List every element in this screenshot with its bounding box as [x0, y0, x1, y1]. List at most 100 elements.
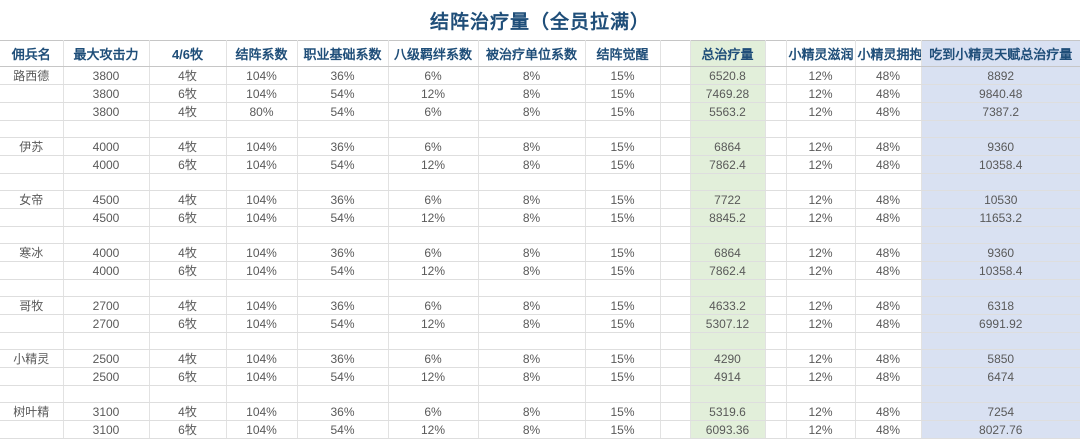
cell-priests[interactable]: 6牧 — [149, 261, 227, 280]
cell-mercenary-name[interactable]: 伊苏 — [0, 137, 64, 156]
cell-bond8_coef[interactable]: 12% — [388, 367, 479, 386]
cell-bond8_coef[interactable]: 12% — [388, 261, 479, 280]
cell-healed_unit_coef[interactable]: 8% — [478, 261, 586, 280]
cell-fairy_hug[interactable]: 48% — [855, 66, 922, 85]
cell-formation_coef[interactable]: 104% — [226, 84, 298, 103]
cell-formation_awaken[interactable]: 15% — [585, 190, 661, 209]
cell-fairy_total_heal[interactable]: 6991.92 — [921, 314, 1080, 333]
cell-spacer[interactable] — [660, 208, 691, 227]
cell-priests[interactable]: 4牧 — [149, 243, 227, 262]
cell-formation_awaken[interactable]: 15% — [585, 243, 661, 262]
cell-spacer[interactable] — [660, 173, 691, 191]
cell-spacer[interactable] — [765, 137, 787, 156]
cell-total_heal[interactable]: 6093.36 — [690, 420, 766, 439]
cell-formation_coef[interactable]: 104% — [226, 190, 298, 209]
cell-priests[interactable]: 4牧 — [149, 137, 227, 156]
cell-class_base_coef[interactable]: 54% — [297, 208, 389, 227]
cell-fairy_hug[interactable]: 48% — [855, 296, 922, 315]
cell-max_atk[interactable]: 2500 — [63, 349, 150, 368]
cell-formation_awaken[interactable]: 15% — [585, 66, 661, 85]
cell-priests[interactable]: 6牧 — [149, 314, 227, 333]
cell-spacer[interactable] — [660, 102, 691, 121]
cell-priests[interactable]: 6牧 — [149, 367, 227, 386]
cell-class_base_coef[interactable] — [297, 279, 389, 297]
cell-fairy_nourish[interactable] — [786, 120, 856, 138]
cell-class_base_coef[interactable]: 54% — [297, 420, 389, 439]
cell-spacer[interactable] — [765, 367, 787, 386]
cell-priests[interactable] — [149, 120, 227, 138]
cell-class_base_coef[interactable]: 54% — [297, 102, 389, 121]
cell-formation_awaken[interactable] — [585, 226, 661, 244]
cell-healed_unit_coef[interactable] — [478, 332, 586, 350]
cell-healed_unit_coef[interactable] — [478, 120, 586, 138]
cell-bond8_coef[interactable] — [388, 173, 479, 191]
cell-fairy_nourish[interactable]: 12% — [786, 349, 856, 368]
cell-spacer[interactable] — [660, 296, 691, 315]
cell-formation_coef[interactable] — [226, 120, 298, 138]
cell-formation_coef[interactable]: 104% — [226, 208, 298, 227]
cell-formation_awaken[interactable]: 15% — [585, 155, 661, 174]
cell-mercenary-name[interactable] — [0, 261, 64, 280]
cell-formation_awaken[interactable] — [585, 385, 661, 403]
cell-fairy_total_heal[interactable]: 8892 — [921, 66, 1080, 85]
cell-formation_coef[interactable]: 104% — [226, 367, 298, 386]
cell-fairy_nourish[interactable]: 12% — [786, 367, 856, 386]
cell-formation_coef[interactable]: 104% — [226, 349, 298, 368]
cell-spacer[interactable] — [765, 190, 787, 209]
cell-fairy_hug[interactable]: 48% — [855, 349, 922, 368]
cell-healed_unit_coef[interactable] — [478, 279, 586, 297]
cell-formation_awaken[interactable]: 15% — [585, 137, 661, 156]
cell-max_atk[interactable]: 2700 — [63, 314, 150, 333]
cell-max_atk[interactable]: 3800 — [63, 84, 150, 103]
cell-class_base_coef[interactable]: 36% — [297, 296, 389, 315]
column-header-fairy_nourish[interactable]: 小精灵滋润 — [786, 40, 856, 67]
cell-fairy_total_heal[interactable]: 11653.2 — [921, 208, 1080, 227]
cell-formation_coef[interactable]: 104% — [226, 155, 298, 174]
cell-spacer[interactable] — [660, 120, 691, 138]
cell-spacer[interactable] — [765, 332, 787, 350]
cell-class_base_coef[interactable]: 36% — [297, 402, 389, 421]
cell-mercenary-name[interactable] — [0, 420, 64, 439]
cell-fairy_nourish[interactable] — [786, 332, 856, 350]
column-header-fairy_total_heal[interactable]: 吃到小精灵天赋总治疗量 — [921, 40, 1080, 67]
cell-total_heal[interactable] — [690, 385, 766, 403]
cell-total_heal[interactable]: 6864 — [690, 137, 766, 156]
cell-formation_coef[interactable]: 80% — [226, 102, 298, 121]
cell-max_atk[interactable] — [63, 173, 150, 191]
cell-bond8_coef[interactable]: 6% — [388, 243, 479, 262]
cell-priests[interactable]: 4牧 — [149, 349, 227, 368]
cell-class_base_coef[interactable]: 36% — [297, 243, 389, 262]
cell-bond8_coef[interactable] — [388, 332, 479, 350]
cell-class_base_coef[interactable]: 36% — [297, 190, 389, 209]
cell-max_atk[interactable] — [63, 385, 150, 403]
cell-total_heal[interactable] — [690, 120, 766, 138]
cell-healed_unit_coef[interactable]: 8% — [478, 66, 586, 85]
cell-class_base_coef[interactable]: 54% — [297, 314, 389, 333]
cell-bond8_coef[interactable]: 12% — [388, 208, 479, 227]
column-spacer[interactable] — [660, 40, 691, 67]
cell-total_heal[interactable]: 4633.2 — [690, 296, 766, 315]
cell-fairy_nourish[interactable]: 12% — [786, 137, 856, 156]
cell-mercenary-name[interactable] — [0, 84, 64, 103]
cell-formation_coef[interactable] — [226, 173, 298, 191]
cell-fairy_total_heal[interactable]: 6474 — [921, 367, 1080, 386]
cell-spacer[interactable] — [765, 173, 787, 191]
cell-bond8_coef[interactable]: 12% — [388, 84, 479, 103]
cell-fairy_hug[interactable]: 48% — [855, 243, 922, 262]
cell-class_base_coef[interactable]: 36% — [297, 137, 389, 156]
cell-formation_awaken[interactable]: 15% — [585, 314, 661, 333]
cell-bond8_coef[interactable]: 6% — [388, 102, 479, 121]
cell-priests[interactable]: 6牧 — [149, 208, 227, 227]
cell-spacer[interactable] — [660, 155, 691, 174]
cell-priests[interactable]: 6牧 — [149, 155, 227, 174]
cell-spacer[interactable] — [660, 332, 691, 350]
cell-fairy_total_heal[interactable]: 9840.48 — [921, 84, 1080, 103]
cell-total_heal[interactable] — [690, 332, 766, 350]
cell-bond8_coef[interactable]: 6% — [388, 349, 479, 368]
cell-fairy_hug[interactable]: 48% — [855, 367, 922, 386]
cell-fairy_total_heal[interactable]: 7387.2 — [921, 102, 1080, 121]
cell-spacer[interactable] — [660, 402, 691, 421]
cell-fairy_hug[interactable]: 48% — [855, 102, 922, 121]
cell-total_heal[interactable]: 8845.2 — [690, 208, 766, 227]
cell-mercenary-name[interactable] — [0, 385, 64, 403]
